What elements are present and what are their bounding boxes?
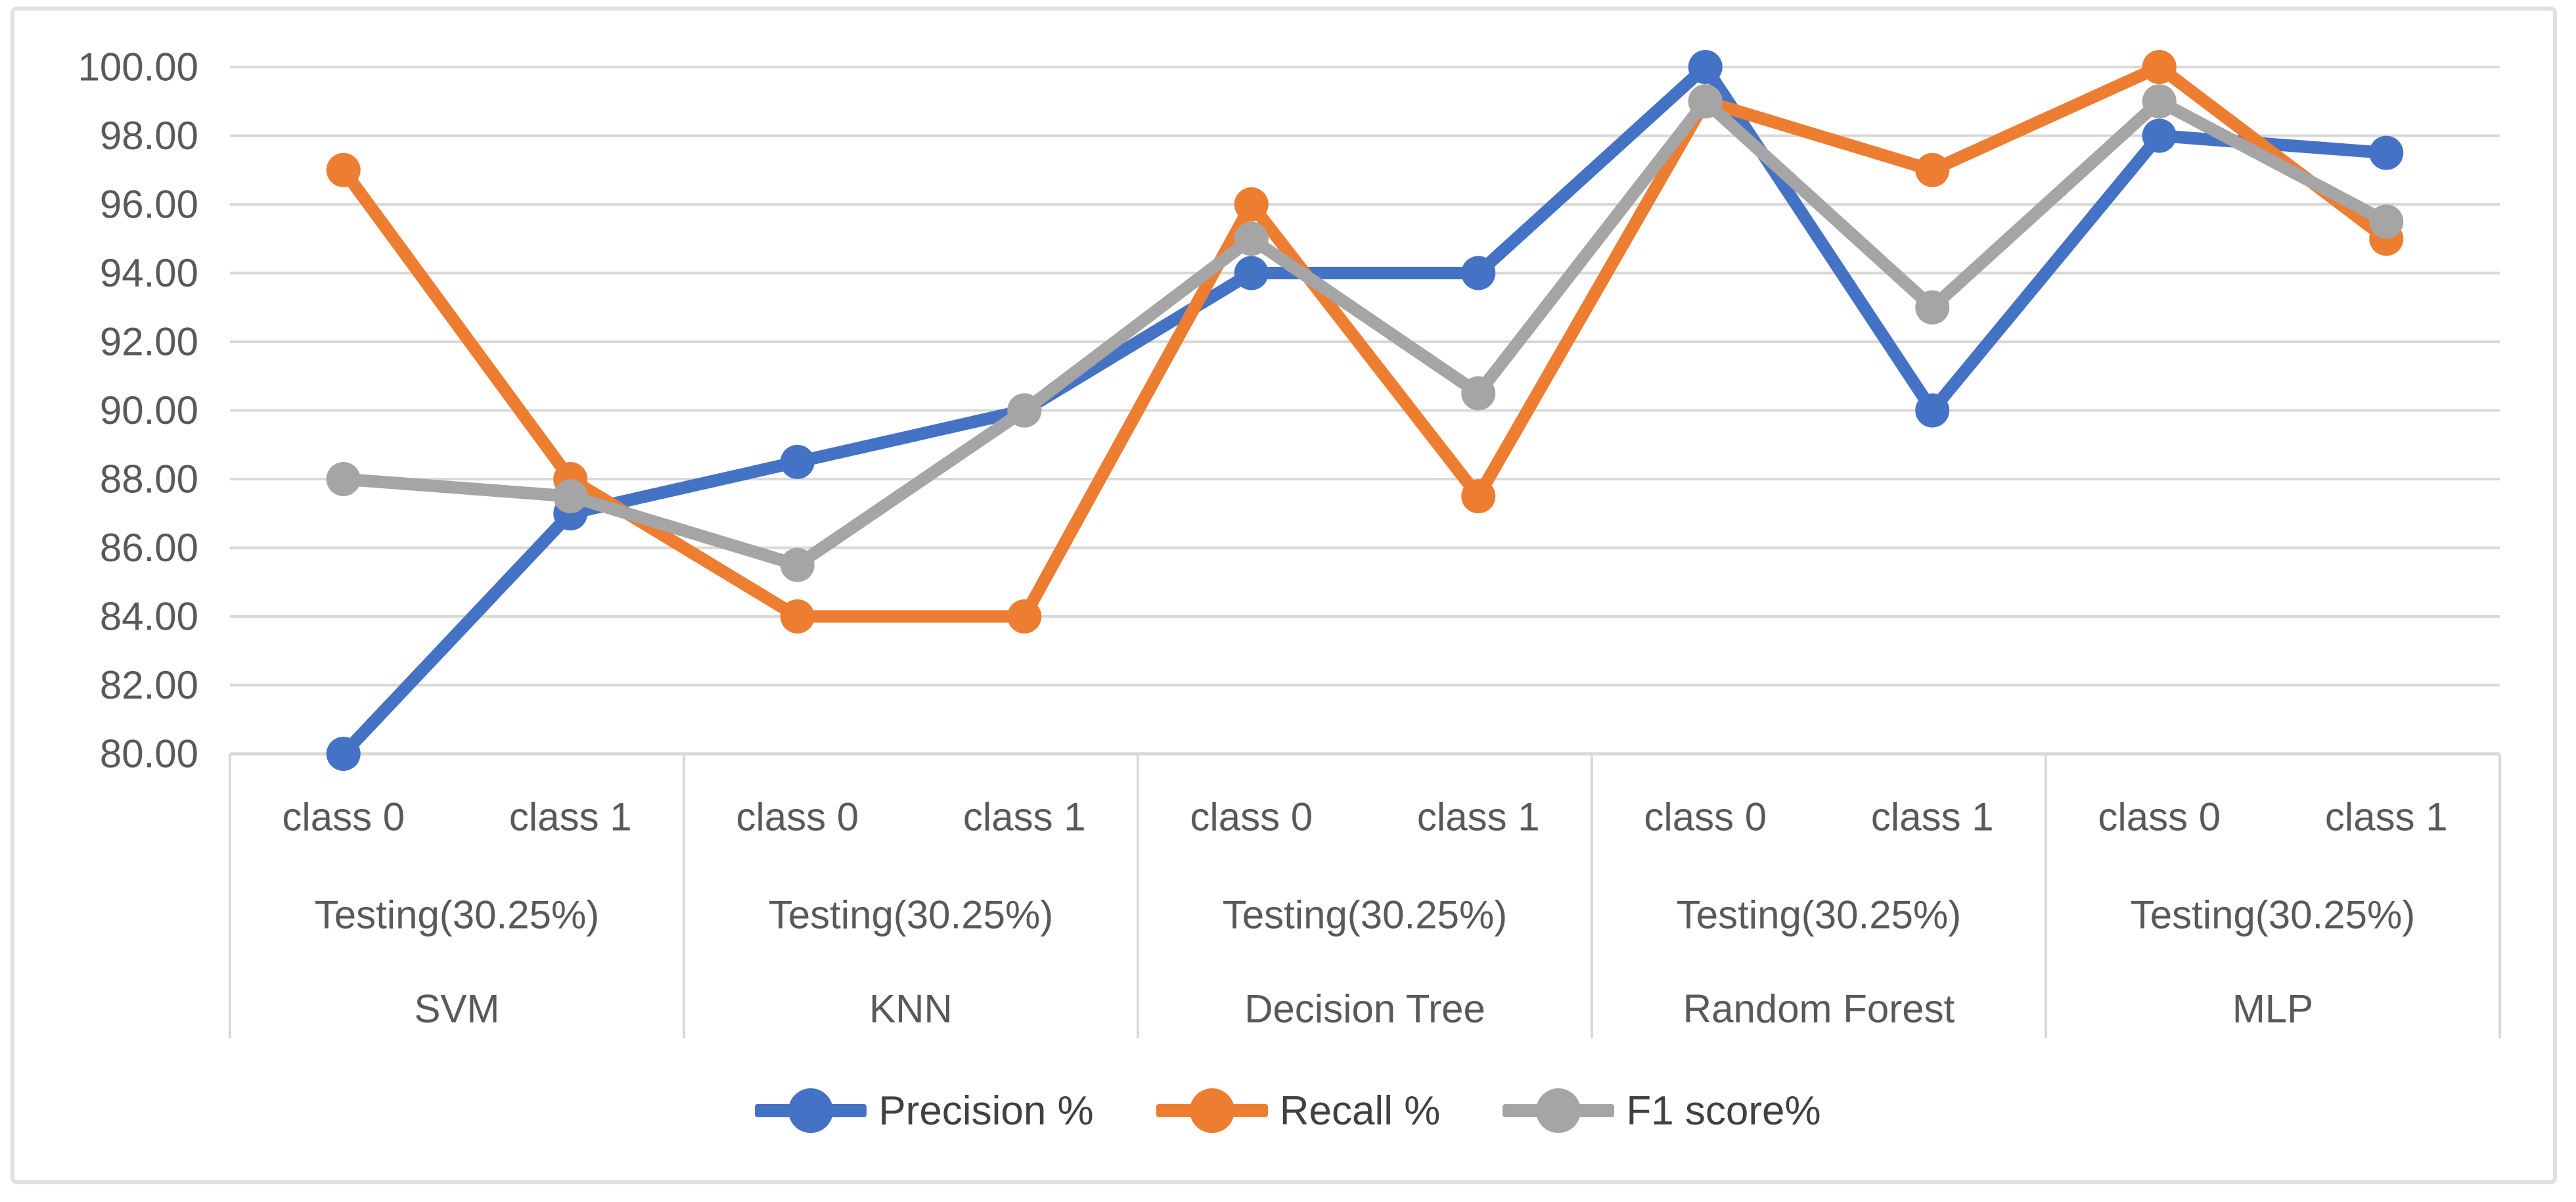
x-axis-labels: class 0 class 1 Testing(30.25%) SVM class 0 c… [282, 795, 2447, 1031]
legend-label: Recall % [1279, 1088, 1441, 1134]
data-point-recall [326, 152, 361, 187]
data-point-precision [1688, 50, 1723, 84]
y-tick-label: 82.00 [100, 663, 198, 707]
class-label: class 0 [282, 795, 405, 839]
chart-legend: Precision % Recall % F1 score% [0, 1076, 2576, 1145]
classifier-group-label: SVM [414, 987, 499, 1031]
data-point-recall [1007, 599, 1042, 634]
y-tick-label: 80.00 [100, 732, 198, 776]
data-point-recall [1234, 187, 1269, 221]
series-recall [326, 50, 2404, 634]
data-point-f1-score [553, 479, 588, 514]
legend-item-recall: Recall % [1156, 1088, 1441, 1134]
data-point-precision [2369, 135, 2404, 170]
data-point-f1-score [1688, 84, 1723, 119]
x-axis [229, 752, 2501, 1038]
class-label: class 0 [736, 795, 859, 839]
legend-dot-icon [1189, 1088, 1234, 1133]
legend-line-marker-icon [1156, 1088, 1268, 1133]
y-axis-tick-labels: 100.00 98.00 96.00 94.00 92.00 90.00 88.00 86.0… [78, 45, 198, 776]
data-point-precision [780, 444, 815, 479]
data-point-recall [1461, 479, 1496, 514]
data-point-precision [2142, 118, 2177, 153]
classifier-group-label: KNN [869, 987, 953, 1031]
testing-split-label: Testing(30.25%) [2131, 893, 2416, 937]
legend-dot-icon [1536, 1088, 1581, 1133]
testing-split-label: Testing(30.25%) [1223, 893, 1508, 937]
legend-label: Precision % [878, 1088, 1094, 1134]
chart-frame [11, 7, 2557, 1184]
data-point-precision [1915, 393, 1950, 428]
testing-split-label: Testing(30.25%) [1677, 893, 1962, 937]
classifier-group-label: MLP [2232, 987, 2313, 1031]
legend-dot-icon [788, 1088, 834, 1133]
data-point-recall [780, 599, 815, 634]
classifier-group-label: Decision Tree [1244, 987, 1485, 1031]
series-f1-score [326, 84, 2404, 582]
data-point-f1-score [2142, 84, 2177, 119]
data-point-f1-score [1234, 221, 1269, 256]
series-line-precision [337, 60, 2393, 760]
class-label: class 1 [1417, 795, 1540, 839]
classifier-group-label: Random Forest [1683, 987, 1955, 1031]
data-point-precision [326, 737, 361, 771]
testing-split-label: Testing(30.25%) [315, 893, 600, 937]
class-label: class 1 [509, 795, 632, 839]
data-point-precision [1234, 256, 1269, 290]
data-point-f1-score [2369, 204, 2404, 239]
y-tick-label: 92.00 [100, 320, 198, 364]
data-point-f1-score [1461, 376, 1496, 411]
y-tick-label: 90.00 [100, 388, 198, 432]
legend-item-precision: Precision % [755, 1088, 1094, 1134]
y-tick-label: 96.00 [100, 183, 198, 227]
gridlines [230, 66, 2500, 755]
series-line-f1-score [337, 95, 2393, 572]
data-point-f1-score [1915, 290, 1950, 325]
legend-item-f1-score: F1 score% [1503, 1088, 1821, 1134]
y-tick-label: 88.00 [100, 457, 198, 501]
y-tick-label: 84.00 [100, 595, 198, 639]
class-label: class 1 [963, 795, 1086, 839]
class-label: class 0 [1190, 795, 1313, 839]
y-tick-label: 98.00 [100, 114, 198, 158]
y-tick-label: 94.00 [100, 251, 198, 295]
data-point-f1-score [1007, 393, 1042, 428]
testing-split-label: Testing(30.25%) [769, 893, 1054, 937]
class-label: class 0 [2098, 795, 2221, 839]
data-point-precision [1461, 256, 1496, 290]
legend-line-marker-icon [755, 1088, 867, 1133]
series-line-recall [337, 60, 2393, 623]
legend-line-marker-icon [1503, 1088, 1615, 1133]
data-point-f1-score [780, 547, 815, 582]
y-tick-label: 100.00 [78, 45, 198, 89]
y-tick-label: 86.00 [100, 526, 198, 570]
legend-label: F1 score% [1626, 1088, 1821, 1134]
data-point-recall [1915, 152, 1950, 187]
class-label: class 1 [1871, 795, 1994, 839]
class-label: class 1 [2325, 795, 2448, 839]
class-label: class 0 [1644, 795, 1767, 839]
data-point-f1-score [326, 462, 361, 496]
data-point-recall [2142, 50, 2177, 84]
